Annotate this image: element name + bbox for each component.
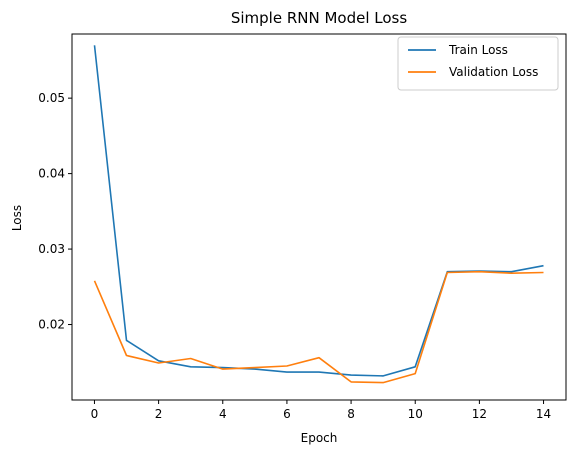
y-tick-label: 0.02: [38, 318, 65, 332]
x-tick-label: 14: [536, 407, 551, 421]
legend-label-train-loss: Train Loss: [448, 43, 508, 57]
legend: Train Loss Validation Loss: [397, 36, 559, 91]
x-axis-label: Epoch: [301, 431, 338, 445]
x-tick-label: 8: [347, 407, 355, 421]
chart-title: Simple RNN Model Loss: [231, 9, 408, 27]
y-tick-label: 0.04: [38, 167, 65, 181]
y-tick-label: 0.03: [38, 242, 65, 256]
y-axis-label: Loss: [10, 205, 24, 231]
x-tick-label: 0: [91, 407, 99, 421]
legend-frame: [397, 36, 559, 91]
x-tick-label: 4: [219, 407, 227, 421]
series-line-validation-loss: [93, 270, 544, 384]
x-tick-label: 6: [283, 407, 291, 421]
plot-frame: [71, 33, 567, 401]
x-tick-label: 12: [472, 407, 487, 421]
legend-label-validation-loss: Validation Loss: [449, 65, 538, 79]
y-tick-label: 0.05: [38, 91, 65, 105]
x-tick-label: 10: [408, 407, 423, 421]
x-tick-label: 2: [155, 407, 163, 421]
